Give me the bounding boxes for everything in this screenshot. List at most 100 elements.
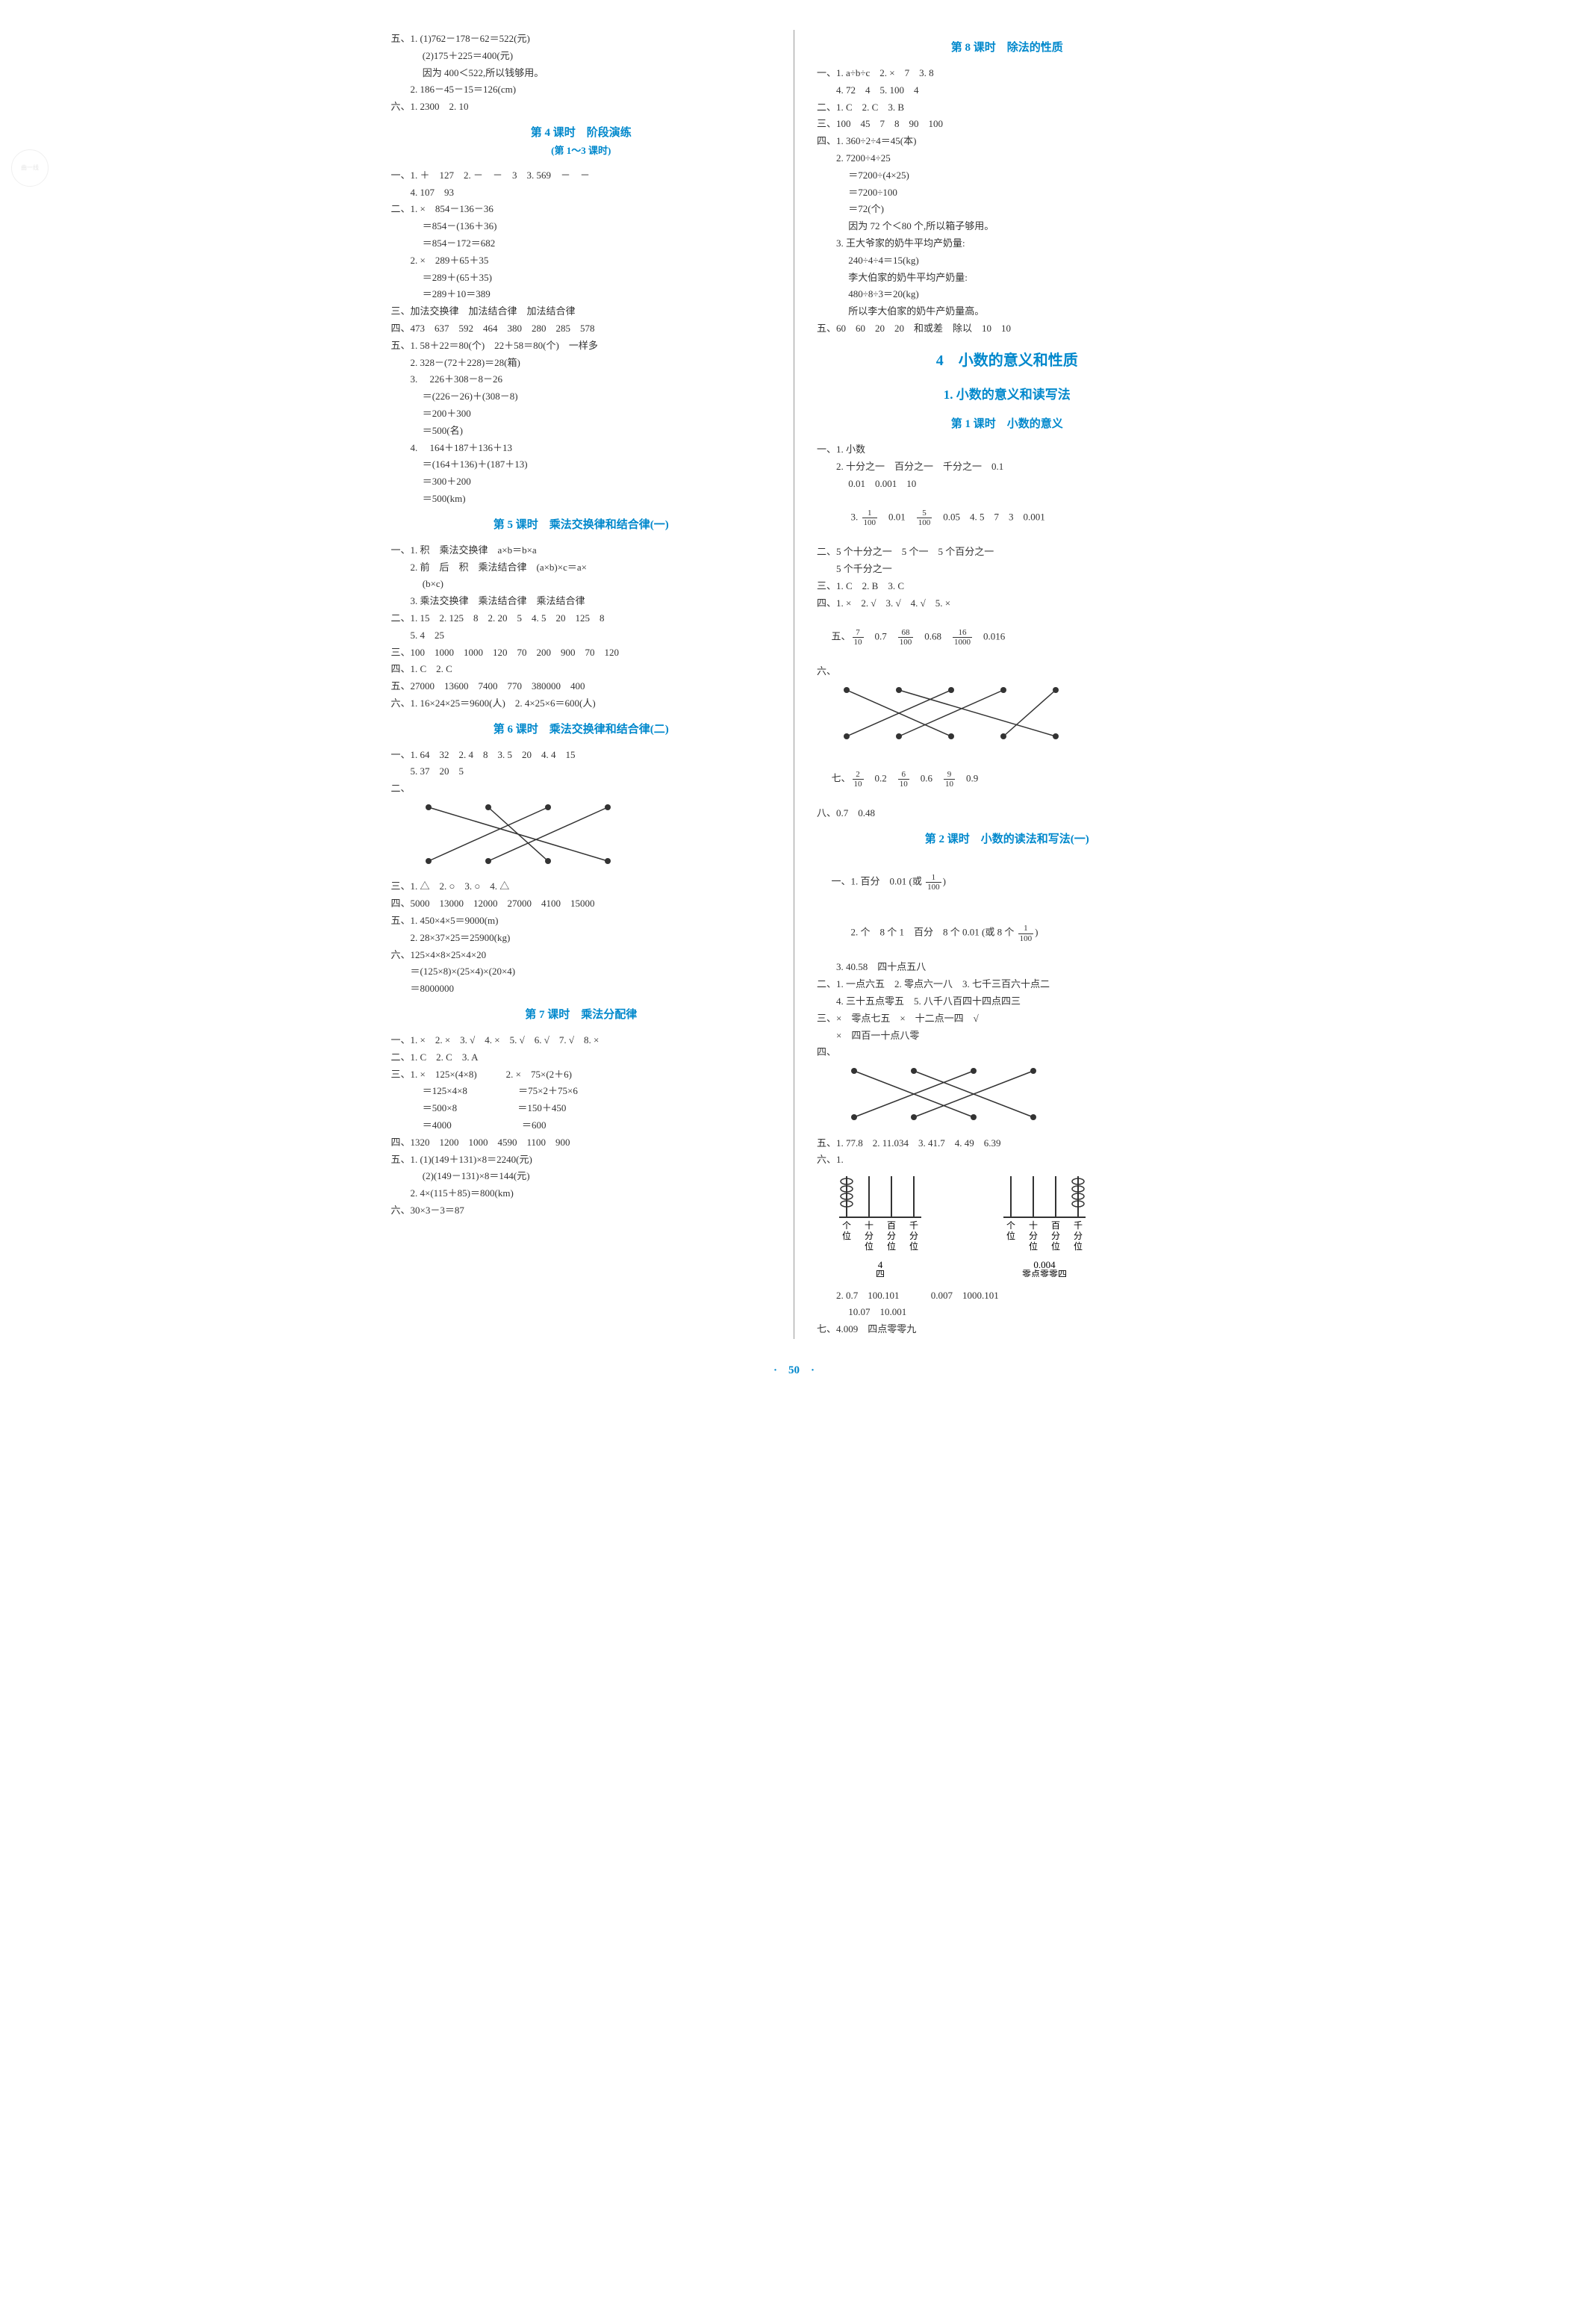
text-line: 三、1. × 125×(4×8) 2. × 75×(2＋6)	[391, 1067, 772, 1083]
text-line: 五、1. 58＋22＝80(个) 22＋58＝80(个) 一样多	[391, 338, 772, 354]
text-line: 4. 107 93	[391, 185, 772, 201]
lesson-heading-r1: 第 1 课时 小数的意义	[817, 415, 1198, 433]
text-line: 五、1. 77.8 2. 11.034 3. 41.7 4. 49 6.39	[817, 1136, 1198, 1152]
chapter-heading-4: 4 小数的意义和性质	[817, 349, 1198, 373]
lesson-heading-8: 第 8 课时 除法的性质	[817, 39, 1198, 57]
text-line: ＝(125×8)×(25×4)×(20×4)	[391, 964, 772, 980]
text-line: 四、473 637 592 464 380 280 285 578	[391, 321, 772, 337]
text-line: ＝854－172＝682	[391, 236, 772, 252]
text-line: 六、	[817, 664, 1198, 680]
text-line: ＝(226－26)＋(308－8)	[391, 389, 772, 405]
text-line: ＝289＋(65＋35)	[391, 270, 772, 286]
text-line: 240÷4÷4＝15(kg)	[817, 253, 1198, 269]
lesson-heading-5: 第 5 课时 乘法交换律和结合律(一)	[391, 516, 772, 534]
text-line: 4. 三十五点零五 5. 八千八百四十四点四三	[817, 994, 1198, 1010]
text-line: 3. 40.58 四十点五八	[817, 960, 1198, 975]
text-line: 三、100 1000 1000 120 70 200 900 70 120	[391, 645, 772, 661]
lesson-subheading-4: (第 1～3 课时)	[391, 143, 772, 159]
svg-text:十: 十	[865, 1220, 874, 1231]
svg-text:分: 分	[909, 1231, 918, 1241]
svg-text:分: 分	[865, 1231, 874, 1241]
svg-text:分: 分	[887, 1231, 896, 1241]
text-line: 三、加法交换律 加法结合律 加法结合律	[391, 304, 772, 320]
text-line: 3. 1100 0.01 5100 0.05 4. 5 7 3 0.001	[817, 493, 1198, 543]
text-line: 2. 0.7 100.101 0.007 1000.101	[817, 1288, 1198, 1304]
text-line: 2. 4×(115＋85)＝800(km)	[391, 1186, 772, 1202]
matching-diagram-2	[817, 684, 1198, 750]
text-line: ＝7200÷100	[817, 185, 1198, 201]
text-line: 3. 226＋308－8－26	[391, 372, 772, 388]
text-line: 二、1. C 2. C 3. A	[391, 1050, 772, 1066]
text-line: 3. 王大爷家的奶牛平均产奶量:	[817, 236, 1198, 252]
text-line: 一、1. ＋ 127 2. － － 3 3. 569 － －	[391, 168, 772, 184]
lesson-heading-7: 第 7 课时 乘法分配律	[391, 1006, 772, 1024]
text-line: 七、210 0.2 610 0.6 910 0.9	[817, 754, 1198, 804]
text-line: 三、1. C 2. B 3. C	[817, 579, 1198, 594]
right-column: 第 8 课时 除法的性质 一、1. a÷b÷c 2. × 7 3. 8 4. 7…	[809, 30, 1205, 1339]
svg-text:分: 分	[1029, 1231, 1038, 1241]
text-line: 二、1. C 2. C 3. B	[817, 100, 1198, 116]
lesson-heading-6: 第 6 课时 乘法交换律和结合律(二)	[391, 721, 772, 739]
text-line: 因为 72 个＜80 个,所以箱子够用。	[817, 219, 1198, 234]
svg-text:百: 百	[887, 1220, 896, 1231]
text-line: (b×c)	[391, 577, 772, 592]
text-line: 二、1. 15 2. 125 8 2. 20 5 4. 5 20 125 8	[391, 611, 772, 627]
svg-text:千: 千	[909, 1220, 918, 1231]
text-line: 二、1. × 854－136－36	[391, 202, 772, 217]
svg-text:位: 位	[1051, 1240, 1060, 1252]
text-line: (2)175＋225＝400(元)	[391, 49, 772, 64]
lesson-heading-4: 第 4 课时 阶段演练	[391, 124, 772, 142]
text-line: 一、1. × 2. × 3. √ 4. × 5. √ 6. √ 7. √ 8. …	[391, 1033, 772, 1048]
text-line: 五、710 0.7 68100 0.68 161000 0.016	[817, 612, 1198, 662]
matching-diagram-1	[391, 801, 772, 874]
text-line: 二、	[391, 781, 772, 797]
text-line: ＝300＋200	[391, 474, 772, 490]
text-line: ＝8000000	[391, 981, 772, 997]
text-line: ＝200＋300	[391, 406, 772, 422]
text-line: 三、1. △ 2. ○ 3. ○ 4. △	[391, 879, 772, 895]
seal-stamp: 曲一线	[11, 149, 49, 187]
text-line: 一、1. 64 32 2. 4 8 3. 5 20 4. 4 15	[391, 748, 772, 763]
svg-text:个: 个	[1006, 1220, 1015, 1231]
text-line: 六、1.	[817, 1152, 1198, 1168]
text-line: 六、125×4×8×25×4×20	[391, 948, 772, 963]
svg-text:零点零零四: 零点零零四	[1022, 1269, 1067, 1277]
svg-text:位: 位	[1029, 1240, 1038, 1252]
text-line: 一、1. 积 乘法交换律 a×b＝b×a	[391, 543, 772, 559]
text-line: 八、0.7 0.48	[817, 806, 1198, 821]
text-line: 4. 72 4 5. 100 4	[817, 83, 1198, 99]
text-line: 一、1. 百分 0.01 (或 1100)	[817, 857, 1198, 907]
text-line: × 四百一十点八零	[817, 1028, 1198, 1044]
text-line: 2. 7200÷4÷25	[817, 151, 1198, 167]
text-line: 五、1. (1)762－178－62＝522(元)	[391, 31, 772, 47]
page-container: 五、1. (1)762－178－62＝522(元) (2)175＋225＝400…	[384, 30, 1205, 1339]
text-line: 3. 乘法交换律 乘法结合律 乘法结合律	[391, 594, 772, 609]
text-line: 2. 前 后 积 乘法结合律 (a×b)×c＝a×	[391, 560, 772, 576]
text-line: 2. 28×37×25＝25900(kg)	[391, 930, 772, 946]
text-line: ＝854－(136＋36)	[391, 219, 772, 234]
text-line: 5. 37 20 5	[391, 764, 772, 780]
text-line: 因为 400＜522,所以钱够用。	[391, 66, 772, 81]
svg-text:位: 位	[909, 1240, 918, 1252]
svg-text:位: 位	[1074, 1240, 1083, 1252]
text-line: 2. × 289＋65＋35	[391, 253, 772, 269]
svg-text:百: 百	[1051, 1220, 1060, 1231]
svg-text:位: 位	[842, 1230, 851, 1241]
text-line: 五、1. 450×4×5＝9000(m)	[391, 913, 772, 929]
text-line: (2)(149－131)×8＝144(元)	[391, 1169, 772, 1184]
svg-text:千: 千	[1074, 1220, 1083, 1231]
text-line: 四、5000 13000 12000 27000 4100 15000	[391, 896, 772, 912]
text-line: ＝72(个)	[817, 202, 1198, 217]
text-line: 4. 164＋187＋136＋13	[391, 441, 772, 456]
text-line: ＝4000 ＝600	[391, 1118, 772, 1134]
page-number: · 50 ·	[22, 1361, 1566, 1379]
text-line: 三、100 45 7 8 90 100	[817, 116, 1198, 132]
svg-text:位: 位	[865, 1240, 874, 1252]
svg-text:四: 四	[876, 1269, 885, 1277]
text-line: 七、4.009 四点零零九	[817, 1322, 1198, 1337]
text-line: 三、× 零点七五 × 十二点一四 √	[817, 1011, 1198, 1027]
text-line: 四、1. 360÷2÷4＝45(本)	[817, 134, 1198, 149]
text-line: 2. 个 8 个 1 百分 8 个 0.01 (或 8 个 1100)	[817, 909, 1198, 959]
text-line: ＝125×4×8 ＝75×2＋75×6	[391, 1084, 772, 1099]
text-line: 10.07 10.001	[817, 1305, 1198, 1320]
